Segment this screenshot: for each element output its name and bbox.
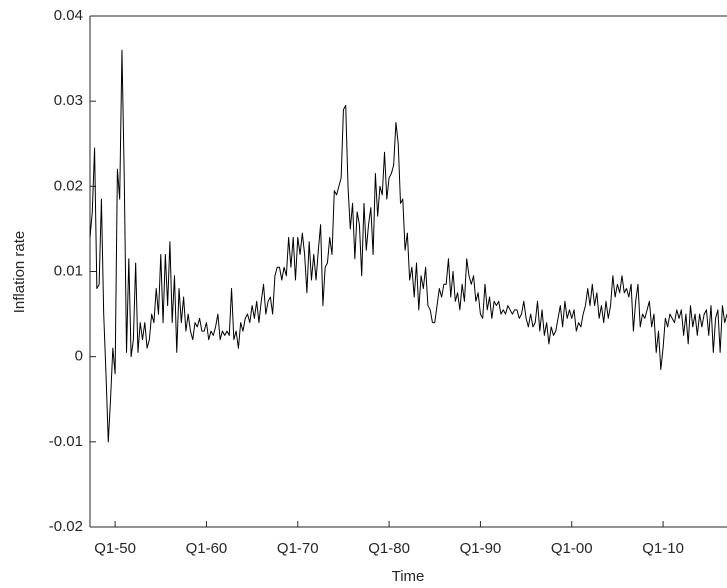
x-tick-label: Q1-60: [186, 540, 228, 557]
y-tick-label: -0.01: [49, 433, 83, 450]
x-tick-label: Q1-00: [551, 540, 593, 557]
y-axis-title: Inflation rate: [11, 231, 28, 314]
line-series: [89, 49, 727, 443]
x-tick-label: Q1-80: [368, 540, 410, 557]
y-tick-label: 0: [75, 348, 83, 365]
y-tick-label: 0.04: [54, 7, 83, 24]
y-tick-label: 0.02: [54, 177, 83, 194]
x-tick-label: Q1-70: [277, 540, 319, 557]
x-tick-label: Q1-90: [460, 540, 502, 557]
x-tick-label: Q1-50: [94, 540, 136, 557]
y-tick-label: -0.02: [49, 518, 83, 535]
y-tick-label: 0.01: [54, 262, 83, 279]
x-axis-title: Time: [392, 568, 425, 585]
x-tick-label: Q1-10: [642, 540, 684, 557]
y-tick-label: 0.03: [54, 92, 83, 109]
